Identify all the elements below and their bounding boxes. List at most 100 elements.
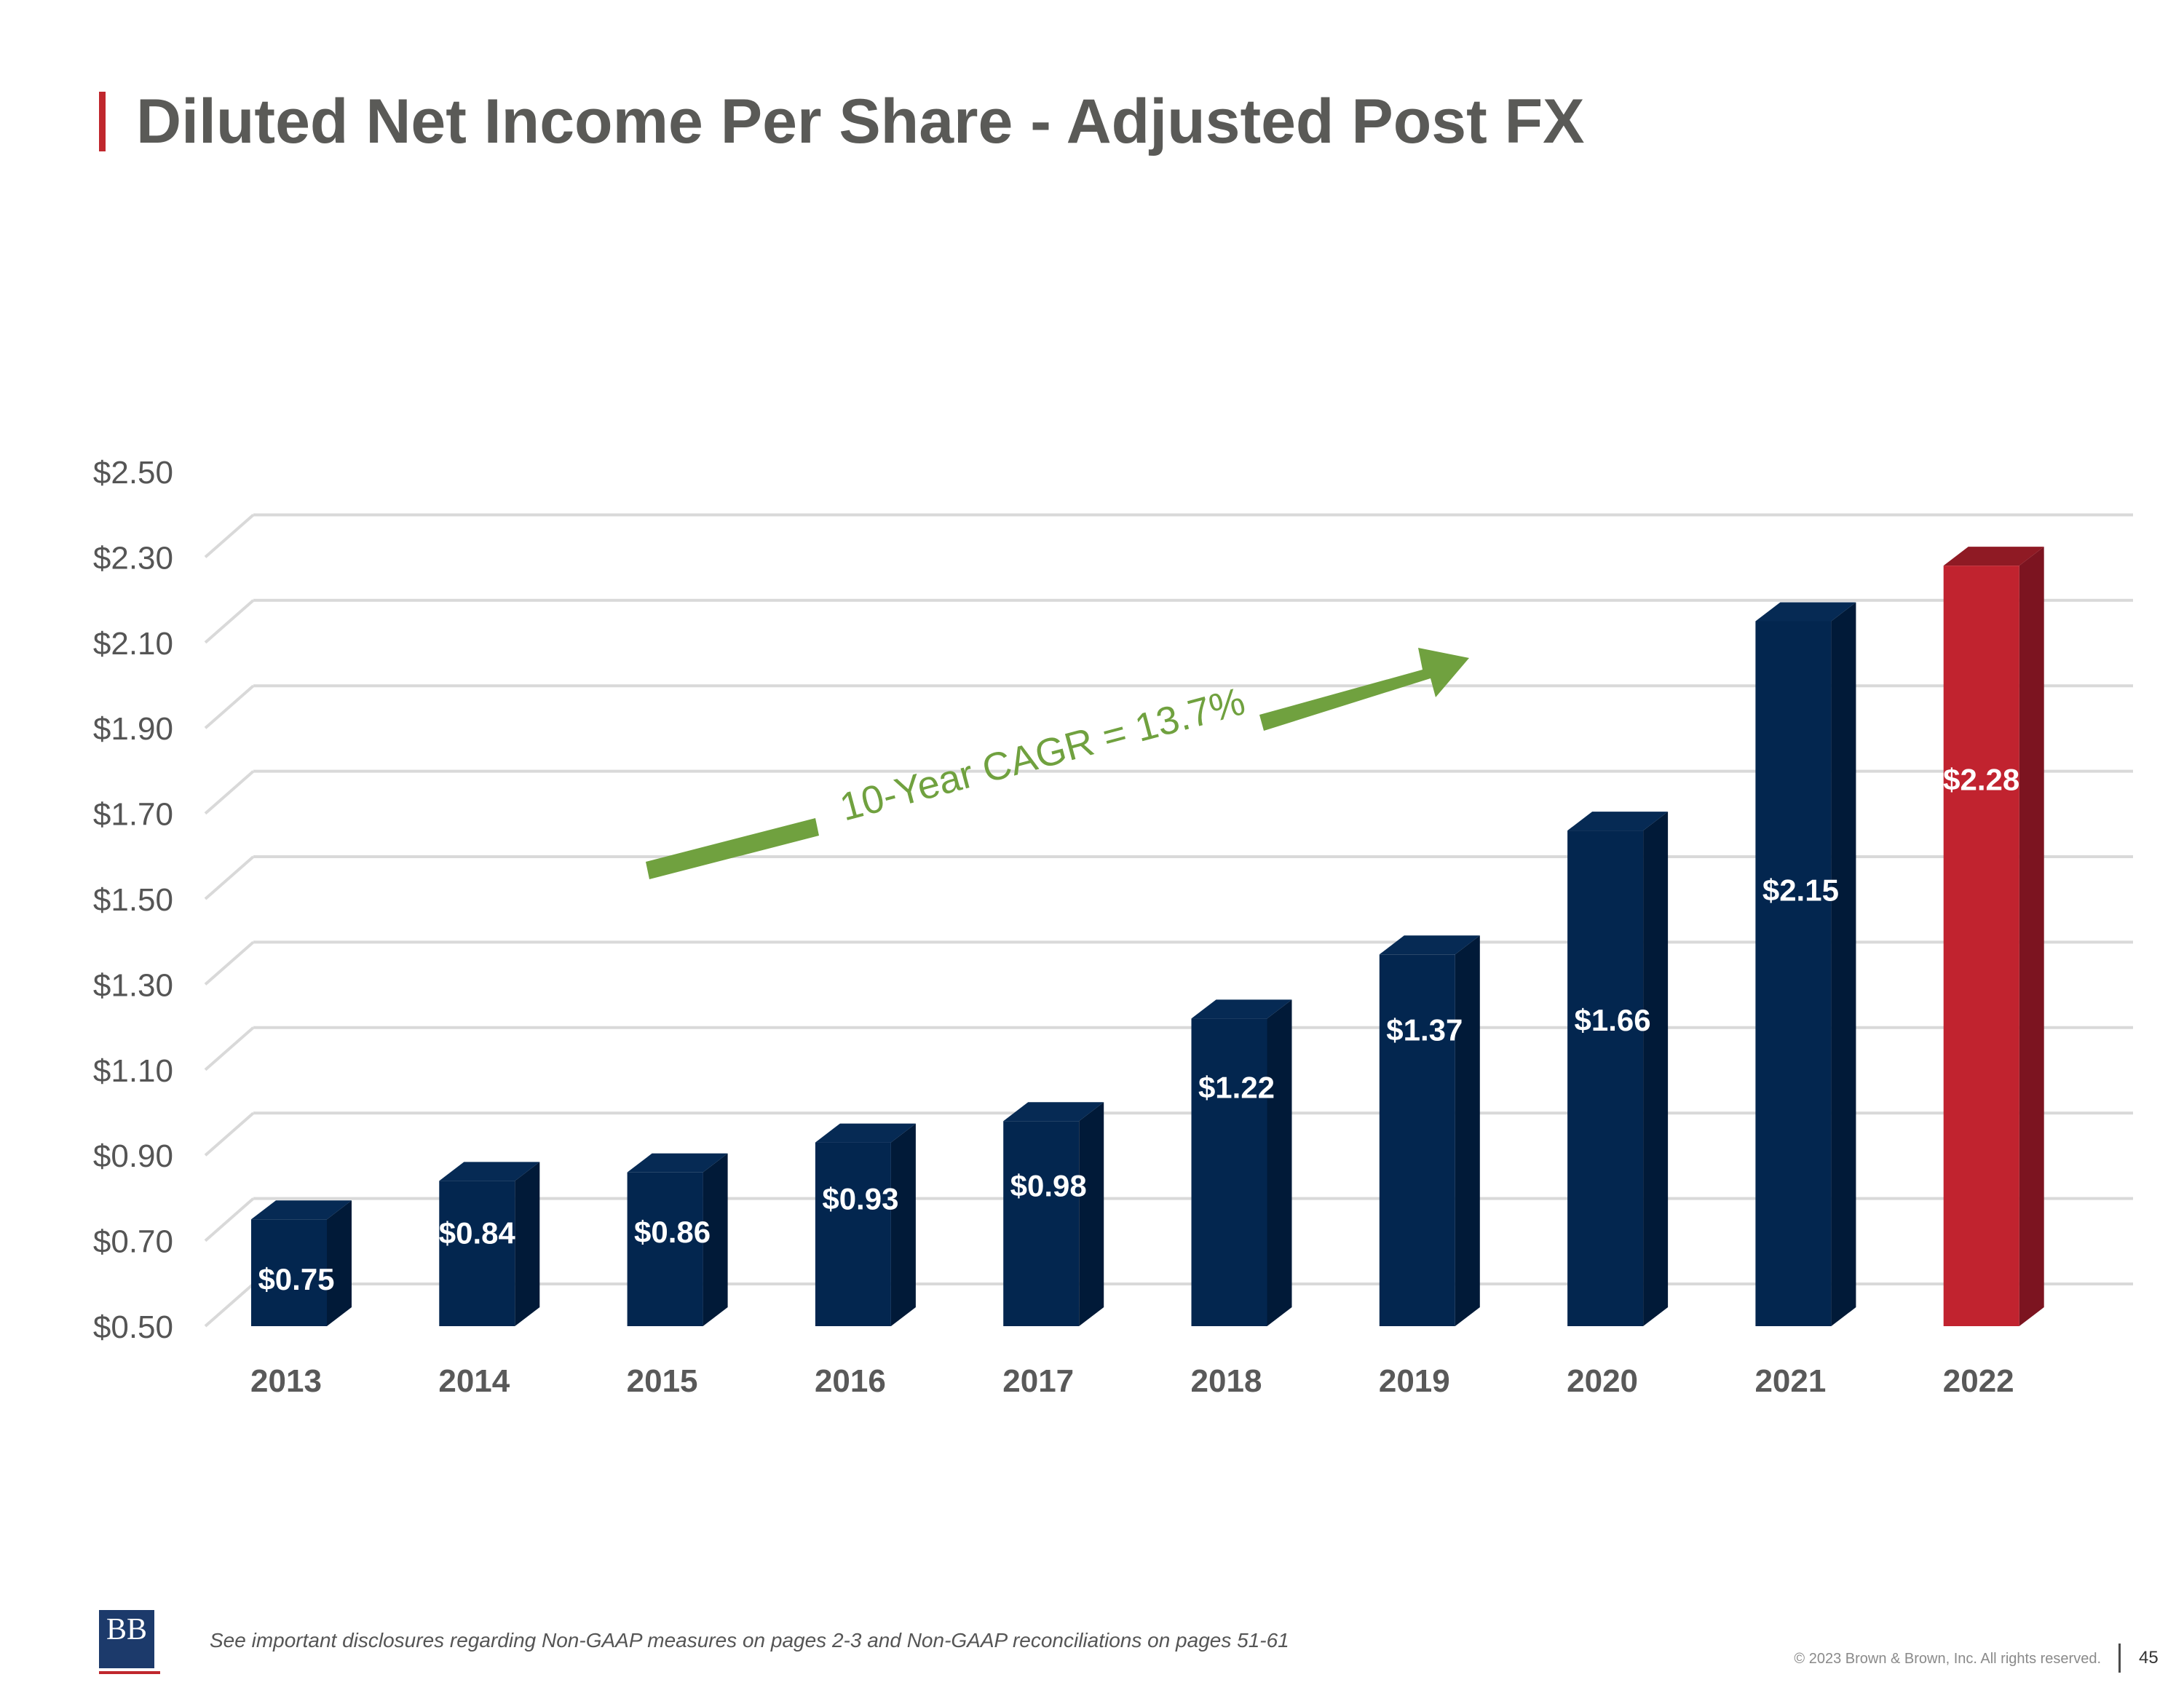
data-label: $0.86 xyxy=(634,1215,711,1249)
data-label: $0.75 xyxy=(258,1262,334,1296)
data-label: $0.93 xyxy=(822,1181,898,1216)
disclosure-note: See important disclosures regarding Non-… xyxy=(210,1629,1289,1652)
data-label: $0.98 xyxy=(1010,1169,1087,1203)
bar-front xyxy=(815,1142,891,1326)
logo-underline xyxy=(99,1671,160,1674)
bar-2021 xyxy=(1755,602,1856,1326)
gridline-diagonal xyxy=(204,940,255,986)
gridline-diagonal xyxy=(204,1111,255,1157)
x-tick-label: 2019 xyxy=(1379,1363,1450,1399)
gridline-diagonal xyxy=(204,1197,255,1242)
bar-front xyxy=(1191,1018,1267,1326)
bar-top xyxy=(1191,999,1292,1019)
y-tick-label: $1.90 xyxy=(93,711,173,747)
gridline-diagonal xyxy=(204,684,255,729)
cagr-annotation: 10-Year CAGR = 13.7% xyxy=(646,648,1469,879)
bar-front xyxy=(251,1219,327,1326)
bar-side xyxy=(515,1162,540,1326)
y-tick-label: $2.30 xyxy=(93,540,173,576)
x-tick-label: 2017 xyxy=(1002,1363,1074,1399)
bar-2014 xyxy=(439,1162,540,1326)
y-tick-label: $0.90 xyxy=(93,1138,173,1174)
gridline-diagonal xyxy=(204,855,255,900)
gridline-diagonal xyxy=(204,770,255,815)
gridline-diagonal xyxy=(204,599,255,644)
bar-top xyxy=(627,1153,728,1173)
bar-2022 xyxy=(1943,547,2044,1326)
x-tick-label: 2018 xyxy=(1191,1363,1262,1399)
bar-top xyxy=(1003,1102,1104,1122)
x-tick-label: 2016 xyxy=(815,1363,886,1399)
page-title: Diluted Net Income Per Share - Adjusted … xyxy=(136,86,1585,156)
svg-text:BB: BB xyxy=(106,1613,147,1646)
bar-front xyxy=(439,1181,515,1326)
bar-front xyxy=(1379,954,1455,1326)
bar-top xyxy=(815,1123,916,1143)
y-tick-label: $2.50 xyxy=(93,455,173,491)
eps-bar-chart: $0.50 $0.70 $0.90 $1.10 $1.30 $1.50 $1.70 $1.90… xyxy=(93,455,2133,1399)
bar-side xyxy=(1643,812,1669,1326)
bar-2019 xyxy=(1379,935,1480,1326)
bar-top xyxy=(251,1200,352,1220)
footer-divider xyxy=(2118,1644,2121,1673)
bar-top xyxy=(1379,935,1480,955)
gridline-diagonal xyxy=(204,1282,255,1328)
x-tick-label: 2021 xyxy=(1754,1363,1826,1399)
gridline-diagonal xyxy=(204,513,255,558)
x-tick-label: 2015 xyxy=(627,1363,698,1399)
bar-top xyxy=(1755,602,1856,622)
data-label: $1.22 xyxy=(1198,1070,1275,1104)
bar-2017 xyxy=(1003,1102,1104,1326)
x-tick-label: 2020 xyxy=(1567,1363,1638,1399)
cagr-arrow-head-icon xyxy=(1259,648,1469,731)
bar-side xyxy=(327,1200,352,1326)
data-labels: $0.75 $0.84 $0.86 $0.93 $0.98 $1.22 $1.37 $1.66… xyxy=(258,763,2019,1296)
y-tick-label: $0.50 xyxy=(93,1309,173,1345)
bar-top xyxy=(439,1162,540,1181)
x-tick-label: 2014 xyxy=(438,1363,510,1399)
brown-and-brown-logo: BB xyxy=(99,1610,154,1668)
y-tick-label: $1.30 xyxy=(93,967,173,1003)
bars xyxy=(251,547,2044,1326)
y-tick-label: $1.10 xyxy=(93,1053,173,1089)
bar-2016 xyxy=(815,1123,916,1326)
bar-side xyxy=(1831,602,1856,1326)
cagr-arrow-tail xyxy=(646,818,819,879)
y-axis-ticks: $0.50 $0.70 $0.90 $1.10 $1.30 $1.50 $1.70 $1.90… xyxy=(93,455,173,1345)
title-block: Diluted Net Income Per Share - Adjusted … xyxy=(99,82,1585,162)
bar-side xyxy=(1267,999,1292,1326)
data-label: $2.15 xyxy=(1762,873,1839,907)
y-tick-label: $1.50 xyxy=(93,882,173,918)
bar-front xyxy=(1755,621,1832,1326)
y-tick-label: $2.10 xyxy=(93,626,173,662)
bar-side xyxy=(890,1123,916,1326)
bar-top xyxy=(1567,812,1669,831)
data-label: $1.37 xyxy=(1386,1012,1463,1047)
x-tick-label: 2013 xyxy=(250,1363,322,1399)
bar-2015 xyxy=(627,1153,728,1326)
bar-2018 xyxy=(1191,999,1292,1326)
bar-2013 xyxy=(251,1200,352,1326)
data-label: $2.28 xyxy=(1943,763,2019,797)
bar-front xyxy=(1567,830,1644,1326)
title-accent-bar xyxy=(99,92,106,151)
bar-side xyxy=(703,1153,728,1326)
bar-front xyxy=(1943,566,2019,1326)
bar-side xyxy=(1455,935,1480,1326)
bar-side xyxy=(1079,1102,1104,1326)
copyright-text: © 2023 Brown & Brown, Inc. All rights re… xyxy=(1794,1651,2101,1667)
data-label: $1.66 xyxy=(1575,1003,1651,1037)
y-tick-label: $0.70 xyxy=(93,1224,173,1260)
y-tick-label: $1.70 xyxy=(93,797,173,833)
bar-front xyxy=(1003,1121,1080,1326)
x-axis-ticks: 2013 2014 2015 2016 2017 2018 2019 2020 2021 2022 xyxy=(250,1363,2014,1399)
cagr-label: 10-Year CAGR = 13.7% xyxy=(836,679,1250,829)
bar-side xyxy=(2019,547,2044,1326)
bar-front xyxy=(627,1172,703,1326)
gridline-diagonal xyxy=(204,1026,255,1071)
x-tick-label: 2022 xyxy=(1943,1363,2014,1399)
bar-top xyxy=(1943,547,2044,566)
page-number: 45 xyxy=(2139,1648,2159,1668)
bar-2020 xyxy=(1567,812,1669,1326)
